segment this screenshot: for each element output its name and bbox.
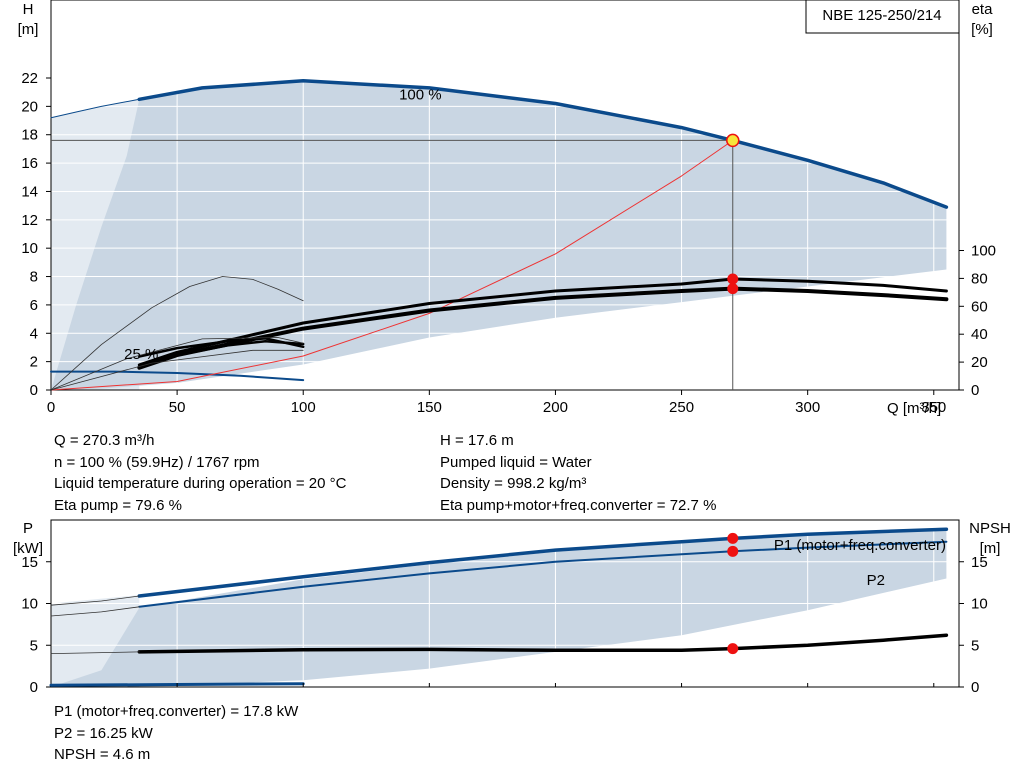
x-tick-label: 50 [169, 399, 186, 416]
y-tick-label: 14 [21, 183, 38, 200]
series-qh-thin-2 [50, 337, 304, 391]
speed-label-100: 100 % [399, 86, 442, 103]
duty-info-left: Q = 270.3 m³/h n = 100 % (59.9Hz) / 1767… [54, 430, 346, 516]
y2-tick-label: 0 [971, 382, 979, 399]
x-tick-label: 0 [47, 399, 55, 416]
y-tick-label: 0 [30, 382, 38, 399]
npsh-marker [727, 643, 739, 655]
info-p1: P1 (motor+freq.converter) = 17.8 kW [54, 703, 299, 720]
y-tick-label: 20 [21, 98, 38, 115]
npsh-axis-label: [m] [980, 540, 1001, 557]
series-p1-extension [50, 595, 140, 606]
pump-name-box [805, 0, 960, 34]
eta-marker [727, 273, 739, 285]
legend-p1: P1 (motor+freq.converter) [774, 537, 946, 554]
y-tick-label: 10 [21, 596, 38, 613]
info-q: Q = 270.3 m³/h [54, 432, 155, 449]
info-p2: P2 = 16.25 kW [54, 724, 153, 742]
x-tick-label: 300 [795, 399, 820, 416]
y2-tick-label: 80 [971, 270, 988, 287]
x-tick-label: 250 [669, 399, 694, 416]
y2-tick-label: 5 [971, 637, 979, 654]
series-p1-max [137, 527, 949, 598]
y-tick-label: 22 [21, 70, 38, 87]
series-p2-max [138, 540, 948, 608]
series-p2-extension [50, 606, 140, 617]
series-qh-thin-1 [50, 276, 304, 391]
y-tick-label: 15 [21, 554, 38, 571]
y2-axis-label: eta [972, 1, 994, 18]
npsh-axis-label: NPSH [969, 520, 1011, 537]
series-eta-total-max [137, 286, 949, 370]
y-tick-label: 4 [30, 325, 38, 342]
y-tick-label: 18 [21, 127, 38, 144]
y-tick-label: 10 [21, 240, 38, 257]
info-temperature: Liquid temperature during operation = 20… [54, 475, 347, 492]
y-tick-label: 5 [30, 637, 38, 654]
y-axis-label: [m] [18, 21, 39, 38]
x-tick-label: 100 [291, 399, 316, 416]
duty-info-right: H = 17.6 m Pumped liquid = Water Density… [440, 430, 716, 516]
y2-tick-label: 40 [971, 326, 988, 343]
series-system-curve [50, 139, 734, 391]
x-tick-label: 150 [417, 399, 442, 416]
y2-tick-label: 100 [971, 243, 996, 260]
y-tick-label: 8 [30, 269, 38, 286]
series-qh-max [137, 79, 949, 209]
info-head: H = 17.6 m [440, 432, 514, 449]
x-tick-label: 350 [921, 399, 946, 416]
power-info: P1 (motor+freq.converter) = 17.8 kW P2 =… [54, 701, 298, 766]
series-qh-extension [50, 98, 140, 119]
info-density: Density = 998.2 kg/m³ [440, 475, 587, 492]
info-speed: n = 100 % (59.9Hz) / 1767 rpm [54, 453, 260, 471]
info-liquid: Pumped liquid = Water [440, 453, 592, 471]
info-eta-total: Eta pump+motor+freq.converter = 72.7 % [440, 496, 717, 514]
power-marker [727, 532, 739, 544]
y2-tick-label: 60 [971, 298, 988, 315]
y2-tick-label: 10 [971, 596, 988, 613]
y2-axis-label: [%] [971, 21, 993, 38]
qh-plot-frame [50, 0, 960, 391]
qh-operating-range [51, 80, 947, 391]
series-eta-pump-max [137, 277, 948, 367]
y-tick-label: 16 [21, 155, 38, 172]
y-tick-label: 6 [30, 297, 38, 314]
y2-tick-label: 15 [971, 554, 988, 571]
duty-point-marker [726, 133, 740, 148]
power-axis-label: [kW] [13, 540, 43, 557]
y2-tick-label: 20 [971, 354, 988, 371]
y2-tick-label: 0 [971, 679, 979, 696]
series-npsh-extension [50, 651, 140, 654]
y-tick-label: 12 [21, 212, 38, 229]
info-eta-pump: Eta pump = 79.6 % [54, 496, 182, 514]
y-axis-label: H [23, 1, 34, 18]
series-qh-min [50, 370, 305, 382]
y-tick-label: 0 [30, 679, 38, 696]
eta-marker [727, 283, 739, 295]
y-tick-label: 2 [30, 354, 38, 371]
power-operating-range [51, 527, 947, 687]
info-npsh: NPSH = 4.6 m [54, 746, 151, 763]
pump-name: NBE 125-250/214 [822, 7, 941, 24]
power-axis-label: P [23, 520, 33, 537]
legend-p2: P2 [867, 572, 885, 589]
series-qh-thin-3 [50, 349, 304, 391]
x-tick-label: 200 [543, 399, 568, 416]
speed-label-25: 25 % [124, 346, 158, 363]
power-marker [727, 545, 739, 557]
series-npsh [137, 633, 949, 654]
x-axis-label: Q [m³/h] [887, 400, 941, 417]
series-eta-total-min [138, 339, 305, 368]
